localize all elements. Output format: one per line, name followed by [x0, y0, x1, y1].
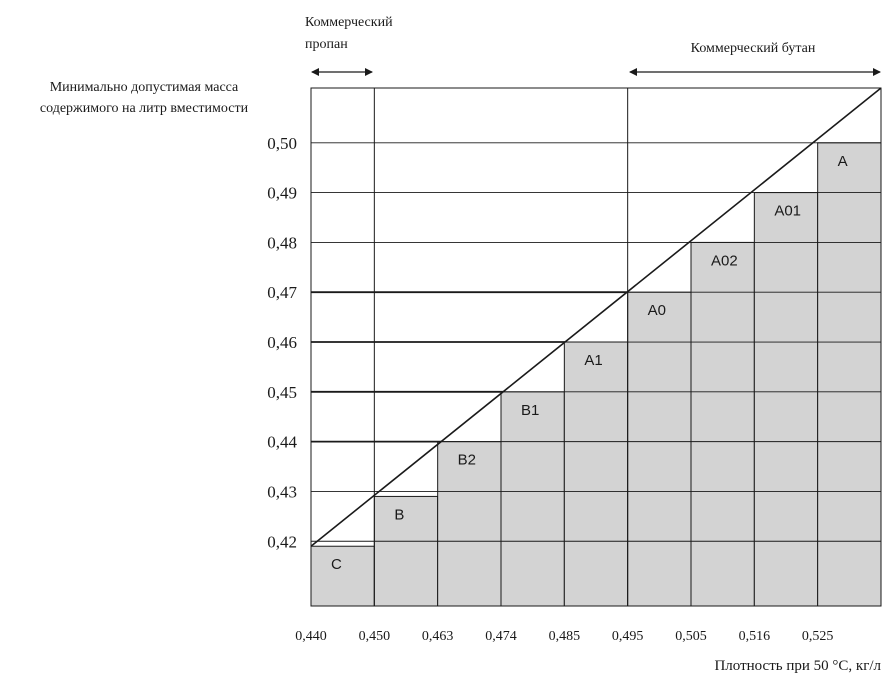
- y-axis-label-line2: содержимого на литр вместимости: [40, 101, 249, 116]
- x-tick-label: 0,495: [612, 629, 644, 644]
- x-tick-label: 0,525: [802, 629, 834, 644]
- x-tick-label: 0,474: [485, 629, 517, 644]
- x-tick-label: 0,505: [675, 629, 707, 644]
- y-tick-label: 0,46: [267, 333, 297, 352]
- x-tick-label: 0,450: [359, 629, 391, 644]
- propane-annotation-line2: пропан: [305, 37, 348, 52]
- bar-label-a1: A1: [584, 352, 602, 369]
- diagonal-line: [310, 87, 882, 547]
- bar-b2: [437, 441, 502, 607]
- bar-label-a0: A0: [648, 302, 666, 319]
- x-tick-label: 0,516: [739, 629, 771, 644]
- y-tick-label: 0,49: [267, 184, 297, 203]
- bar-label-a: A: [838, 153, 848, 170]
- y-tick-label: 0,47: [267, 283, 297, 302]
- bar-a02: [690, 241, 755, 607]
- bar-label-a02: A02: [711, 252, 738, 269]
- bar-label-b2: B2: [458, 452, 476, 469]
- propane-annotation-line1: Коммерческий: [305, 15, 393, 30]
- bar-label-b1: B1: [521, 402, 539, 419]
- bar-a1: [563, 341, 629, 607]
- y-tick-label: 0,43: [267, 482, 297, 501]
- y-tick-label: 0,48: [267, 233, 297, 252]
- bar-label-b: B: [394, 506, 404, 523]
- bar-a0: [627, 291, 692, 607]
- bar-a01: [753, 192, 819, 607]
- y-tick-label: 0,42: [267, 532, 297, 551]
- bar-label-c: C: [331, 556, 342, 573]
- plot-frame: [310, 87, 882, 607]
- bar-b: [373, 495, 439, 607]
- x-tick-label: 0,440: [295, 629, 327, 644]
- y-tick-label: 0,45: [267, 383, 297, 402]
- butane-annotation: Коммерческий бутан: [691, 41, 816, 56]
- x-tick-label: 0,463: [422, 629, 454, 644]
- y-axis-label-line1: Минимально допустимая масса: [50, 80, 239, 95]
- bar-c: [310, 545, 375, 607]
- x-axis-label: Плотность при 50 °С, кг/л: [714, 658, 881, 674]
- bar-b1: [500, 391, 565, 607]
- x-tick-label: 0,485: [549, 629, 581, 644]
- bar-a: [817, 142, 882, 607]
- bar-label-a01: A01: [774, 203, 801, 220]
- y-tick-label: 0,44: [267, 433, 297, 452]
- y-tick-label: 0,50: [267, 134, 297, 153]
